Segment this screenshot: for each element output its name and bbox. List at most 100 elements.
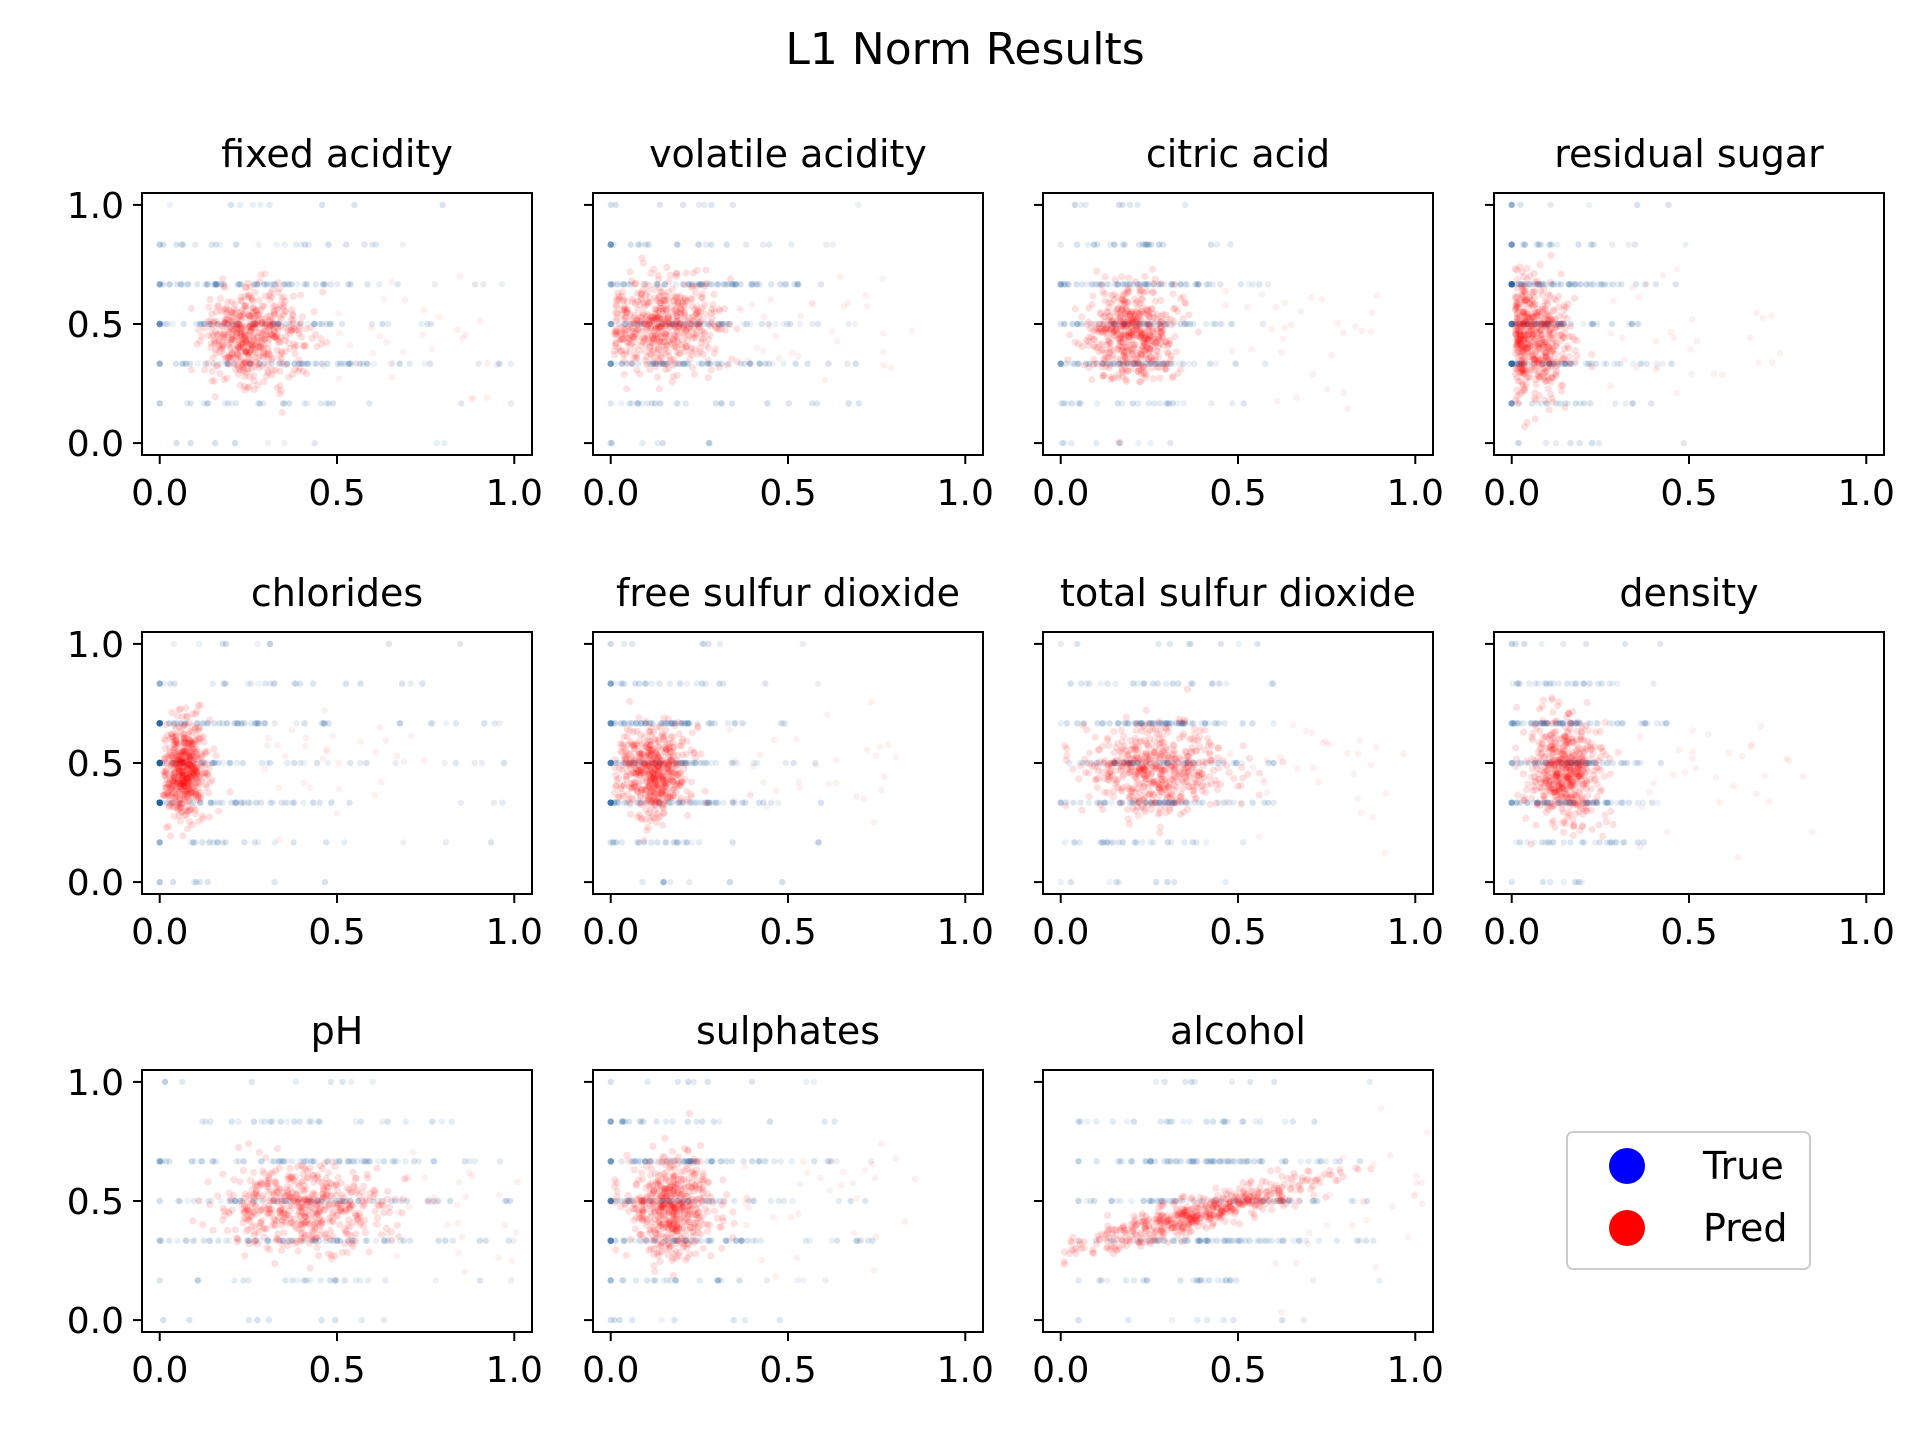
pred-point (688, 296, 696, 304)
true-point (620, 720, 628, 727)
pred-point (1099, 371, 1107, 380)
true-point (471, 759, 478, 767)
true-point (642, 799, 650, 806)
pred-point (1513, 292, 1521, 301)
pred-point (163, 760, 171, 768)
pred-point (694, 321, 702, 329)
pred-point (1125, 332, 1133, 341)
pred-point (632, 353, 640, 362)
pred-point (1534, 280, 1542, 288)
pred-point (210, 339, 219, 347)
pred-point (1128, 331, 1136, 339)
pred-point (669, 314, 677, 322)
pred-point (1531, 335, 1539, 343)
true-point (220, 680, 227, 687)
pred-point (260, 315, 268, 323)
pred-point (1133, 322, 1141, 330)
pred-point (630, 741, 638, 749)
true-point (725, 281, 732, 288)
pred-point (765, 322, 773, 330)
pred-point (1533, 330, 1541, 338)
true-point (232, 241, 239, 248)
pred-point (182, 747, 190, 755)
pred-point (193, 795, 201, 804)
true-point (693, 799, 700, 806)
pred-point (1607, 382, 1615, 390)
pred-point (1513, 341, 1521, 349)
pred-point (281, 336, 289, 344)
true-point (1508, 241, 1516, 248)
pred-point (1133, 308, 1141, 316)
pred-point (627, 332, 635, 340)
true-point (825, 360, 832, 367)
true-point (206, 320, 214, 328)
pred-point (1518, 292, 1526, 300)
true-point (250, 320, 257, 328)
pred-point (635, 714, 643, 722)
pred-point (620, 305, 628, 313)
pred-point (172, 785, 180, 793)
pred-point (177, 779, 185, 787)
pred-point (174, 793, 182, 801)
pred-point (641, 790, 650, 798)
pred-point (258, 302, 267, 310)
pred-point (664, 348, 673, 356)
true-point (674, 799, 682, 806)
true-point (301, 400, 308, 407)
true-point (764, 400, 771, 407)
pred-point (262, 331, 270, 339)
pred-point (1540, 374, 1548, 382)
true-point (236, 281, 243, 288)
true-point (212, 281, 219, 288)
pred-point (1136, 287, 1144, 295)
pred-point (1513, 341, 1521, 349)
pred-point (192, 779, 200, 788)
pred-point (186, 818, 194, 826)
pred-point (637, 750, 645, 758)
true-point (238, 720, 246, 727)
true-point (213, 281, 221, 288)
pred-point (177, 808, 186, 816)
true-point (1631, 241, 1639, 248)
true-point (281, 439, 288, 447)
true-point (205, 320, 212, 328)
pred-point (1104, 325, 1112, 333)
pred-point (646, 783, 654, 791)
true-point (629, 720, 636, 727)
pred-point (381, 295, 388, 303)
true-point (156, 759, 163, 767)
pred-point (657, 788, 666, 796)
pred-point (1519, 367, 1527, 375)
true-point (699, 360, 707, 367)
pred-point (295, 326, 303, 334)
pred-point (1122, 354, 1130, 362)
pred-point (1166, 360, 1174, 368)
pred-point (1090, 360, 1098, 368)
pred-point (689, 282, 697, 290)
pred-point (672, 294, 680, 302)
pred-point (699, 317, 707, 325)
pred-point (642, 325, 650, 333)
true-point (1177, 281, 1184, 288)
pred-point (179, 782, 187, 790)
pred-point (1544, 356, 1552, 364)
pred-point (179, 779, 187, 788)
pred-point (1561, 323, 1569, 331)
pred-point (611, 789, 619, 797)
true-point (674, 400, 681, 407)
pred-point (673, 780, 682, 788)
pred-point (1520, 336, 1528, 344)
pred-point (237, 358, 245, 366)
pred-point (654, 781, 662, 789)
pred-point (680, 281, 689, 289)
true-point (1183, 281, 1191, 288)
pred-point (186, 766, 194, 774)
pred-point (1519, 320, 1527, 328)
pred-point (1519, 288, 1527, 296)
pred-point (181, 739, 189, 747)
true-point (608, 759, 615, 767)
pred-point (699, 304, 707, 313)
pred-point (1538, 291, 1547, 299)
pred-point (1116, 331, 1125, 339)
true-point (642, 720, 649, 727)
